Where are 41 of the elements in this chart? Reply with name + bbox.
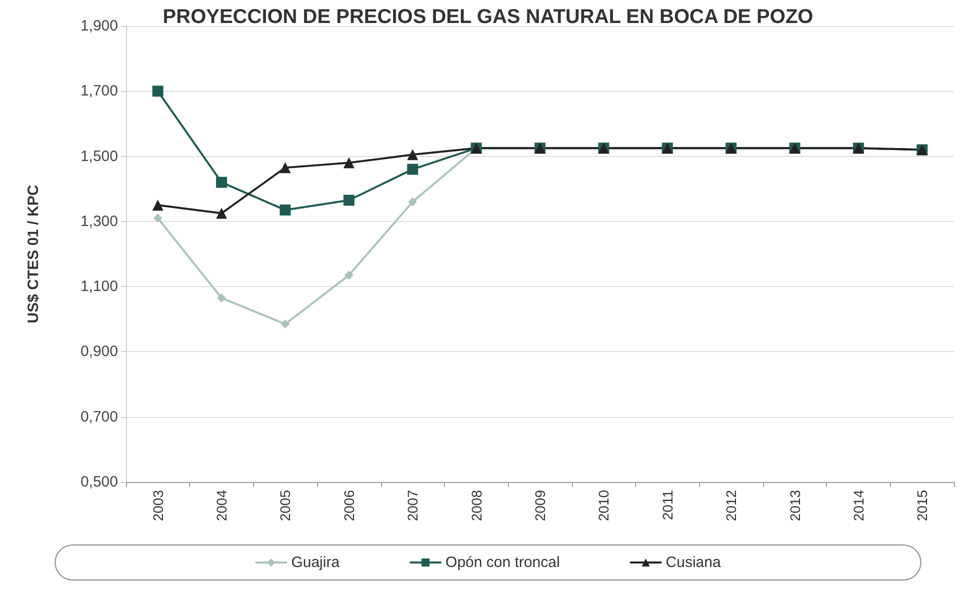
point bbox=[343, 194, 354, 206]
x-tick-label: 2014 bbox=[850, 490, 866, 522]
legend-label: Opón con troncal bbox=[446, 554, 560, 571]
y-axis-title: US$ CTES 01 / KPC bbox=[25, 184, 42, 324]
point bbox=[216, 208, 228, 219]
point bbox=[152, 86, 164, 97]
point bbox=[280, 204, 291, 216]
x-tick-label: 2006 bbox=[340, 490, 357, 522]
legend-label: Cusiana bbox=[666, 554, 722, 571]
point bbox=[280, 320, 290, 329]
point bbox=[407, 164, 418, 175]
x-tick-label: 2012 bbox=[723, 490, 740, 522]
y-tick-label: 1,700 bbox=[80, 82, 118, 100]
x-tick-label: 2004 bbox=[214, 490, 230, 522]
x-tick-label: 2007 bbox=[404, 490, 421, 522]
x-tick-label: 2003 bbox=[150, 490, 166, 522]
y-tick-label: 0,500 bbox=[80, 474, 118, 490]
point bbox=[344, 270, 354, 280]
point bbox=[407, 149, 418, 160]
x-tick-label: 2015 bbox=[914, 490, 930, 522]
y-tick-label: 0,900 bbox=[80, 343, 118, 360]
point bbox=[343, 157, 354, 168]
x-tick-label: 2011 bbox=[659, 490, 676, 520]
y-tick-label: 1,500 bbox=[80, 148, 118, 165]
point bbox=[217, 293, 226, 302]
x-tick-label: 2008 bbox=[468, 490, 484, 522]
y-tick-label: 0,700 bbox=[80, 408, 118, 426]
point bbox=[408, 197, 418, 206]
point bbox=[152, 200, 164, 211]
x-tick-label: 2010 bbox=[596, 490, 612, 522]
y-tick-label: 1,300 bbox=[80, 212, 118, 230]
point bbox=[216, 176, 228, 188]
legend-label: Guajira bbox=[291, 554, 340, 571]
chart-title: PROYECCIÓN DE PRECIOS DEL GAS NATURAL EN BOCA DE POZO bbox=[162, 5, 814, 28]
x-tick-label: 2013 bbox=[786, 490, 803, 522]
point bbox=[280, 162, 291, 174]
point bbox=[153, 214, 162, 223]
y-tick-label: 1,900 bbox=[80, 18, 118, 34]
x-tick-label: 2009 bbox=[532, 490, 548, 522]
y-tick-label: 1,100 bbox=[80, 278, 118, 296]
x-tick-label: 2005 bbox=[277, 490, 294, 522]
